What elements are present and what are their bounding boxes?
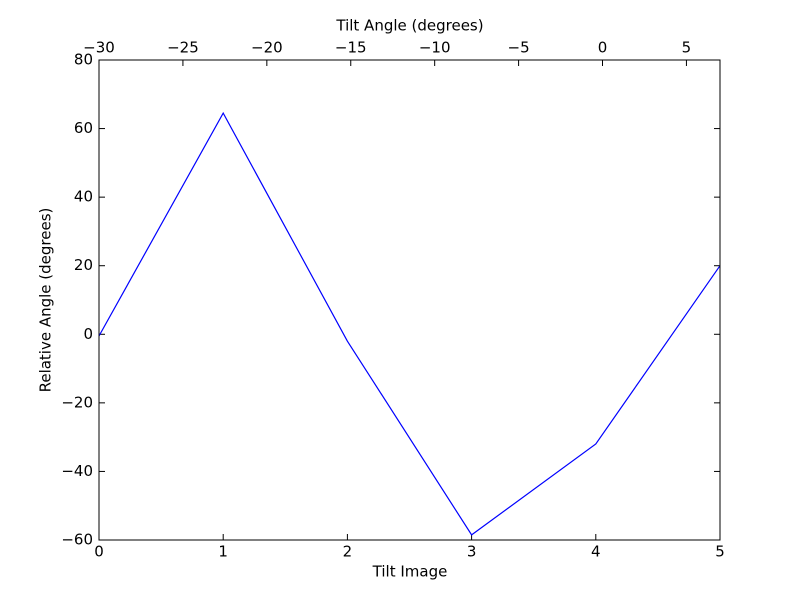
x2-tick-label: −15 [335, 39, 367, 57]
x-tick-label: 3 [467, 543, 477, 561]
x-axis-label: Tilt Image [372, 563, 448, 581]
y-tick-label: 60 [74, 119, 93, 137]
y-tick-label: −40 [61, 462, 93, 480]
y-tick-label: 80 [74, 51, 93, 69]
x2-tick-label: −10 [419, 39, 451, 57]
x2-tick-label: 5 [682, 39, 692, 57]
y-tick-label: −60 [61, 531, 93, 549]
x-tick-label: 4 [591, 543, 601, 561]
x2-axis-label: Tilt Angle (degrees) [335, 17, 483, 35]
x2-tick-label: −20 [251, 39, 283, 57]
x-tick-label: 1 [218, 543, 228, 561]
x2-tick-label: −25 [167, 39, 199, 57]
x2-tick-label: −30 [83, 39, 115, 57]
y-tick-label: 40 [74, 188, 93, 206]
line-series [98, 111, 721, 536]
y-tick-label: 20 [74, 256, 93, 274]
x-tick-label: 2 [343, 543, 353, 561]
x-tick-label: 0 [94, 543, 104, 561]
y-axis-label: Relative Angle (degrees) [37, 208, 55, 393]
y-tick-label: 0 [83, 325, 93, 343]
x2-tick-label: 0 [598, 39, 608, 57]
x-tick-label: 5 [715, 543, 725, 561]
plot-frame [98, 59, 721, 541]
y-tick-label: −20 [61, 393, 93, 411]
x2-tick-label: −5 [508, 39, 530, 57]
